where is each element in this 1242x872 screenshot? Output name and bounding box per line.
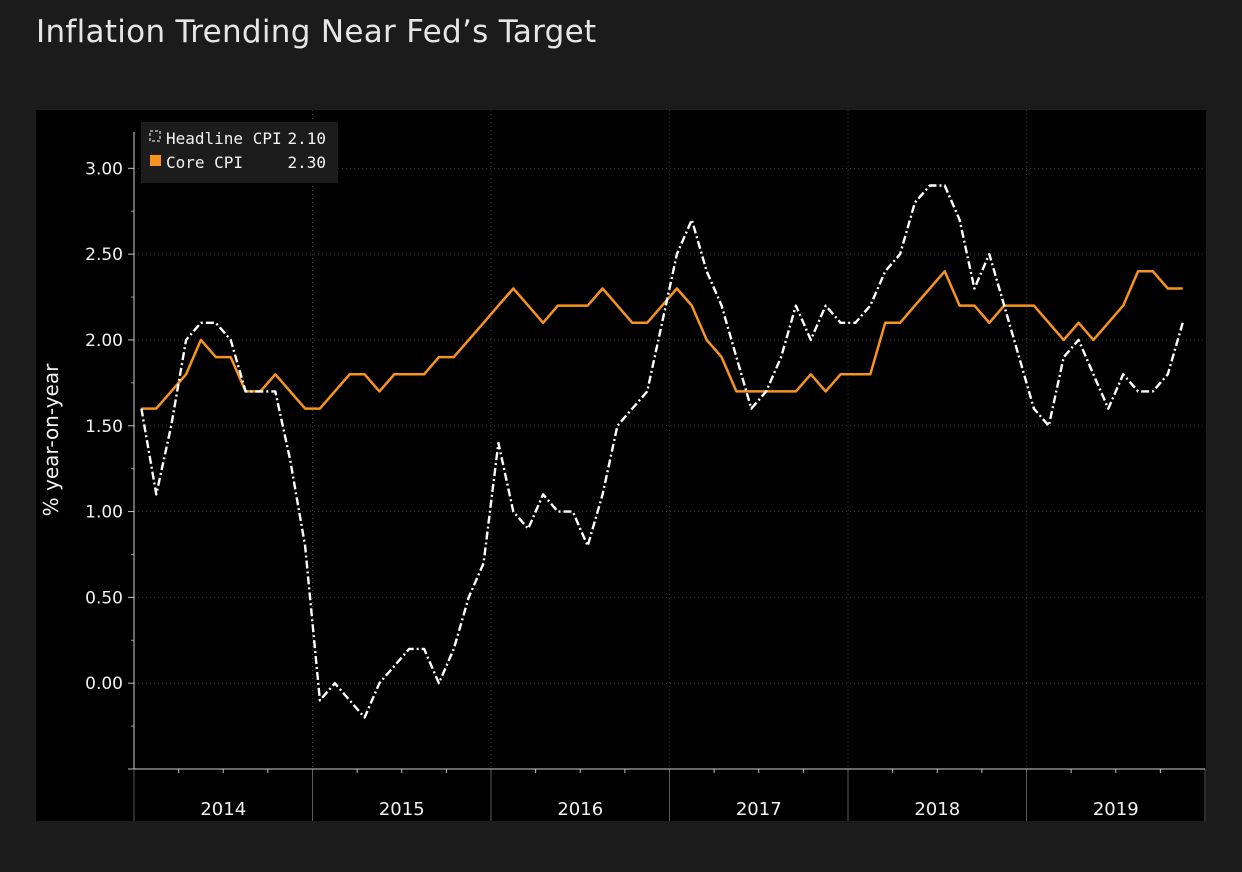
legend-value-headline: 2.10 <box>287 129 326 148</box>
chart-title: Inflation Trending Near Fed’s Target <box>36 14 597 50</box>
legend-value-core: 2.30 <box>287 153 326 172</box>
y-tick-label: 3.00 <box>85 159 123 179</box>
y-tick-label: 2.50 <box>85 245 123 265</box>
y-tick-label: 1.00 <box>85 503 123 523</box>
x-tick-label: 2018 <box>914 799 960 820</box>
x-tick-label: 2016 <box>557 799 603 820</box>
legend-swatch-headline <box>149 130 161 142</box>
grid <box>134 110 1205 769</box>
axes: 0.00 0.50 1.00 1.50 2.00 2.50 3.00 2014 2015 2016… <box>85 132 1206 821</box>
plot-background <box>36 110 1206 821</box>
y-tick-label: 1.50 <box>85 417 123 437</box>
legend-label-core: Core CPI <box>166 153 243 172</box>
y-tick-label: 0.50 <box>85 588 123 608</box>
legend-label-headline: Headline CPI <box>166 129 282 148</box>
y-tick-label: 2.00 <box>85 331 123 351</box>
x-tick-label: 2014 <box>200 799 246 820</box>
x-tick-label: 2015 <box>379 799 425 820</box>
legend[interactable]: Headline CPI 2.10 Core CPI 2.30 <box>141 122 338 183</box>
x-tick-label: 2019 <box>1093 799 1139 820</box>
y-tick-label: 0.00 <box>85 674 123 694</box>
series <box>140 184 1184 719</box>
y-axis-label: % year-on-year <box>39 363 63 516</box>
x-tick-label: 2017 <box>736 799 782 820</box>
legend-swatch-core <box>150 155 161 166</box>
series-line-core-cpi[interactable] <box>141 270 1183 410</box>
legend-background <box>141 122 338 183</box>
